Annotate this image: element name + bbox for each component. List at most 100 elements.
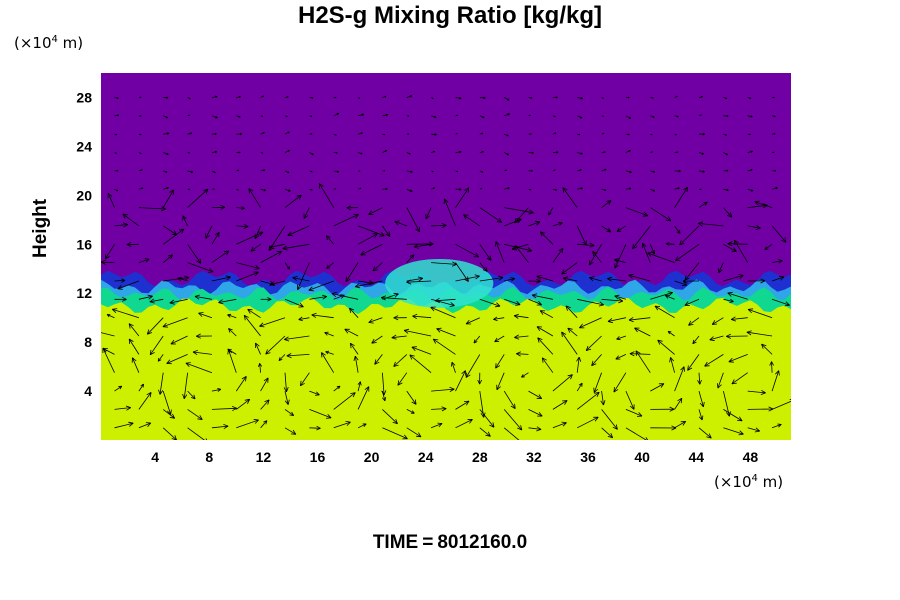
wind-vector (333, 188, 336, 190)
wind-vector (163, 115, 169, 119)
x-tick-label: 20 (364, 449, 380, 465)
wind-vector (504, 113, 510, 117)
wind-vector (255, 342, 261, 355)
wind-vector (138, 152, 142, 155)
wind-vector (479, 244, 492, 261)
wind-vector (345, 262, 359, 283)
wind-vector (333, 170, 340, 173)
wind-vector (649, 244, 656, 255)
wind-vector (269, 280, 286, 286)
wind-vector (284, 427, 297, 435)
wind-vector (455, 114, 458, 117)
wind-vector (747, 278, 766, 284)
wind-vector (211, 250, 230, 263)
wind-vector (431, 133, 437, 136)
wind-vector (425, 207, 432, 220)
wind-vector (674, 225, 681, 235)
wind-vector (747, 308, 773, 319)
wind-vector (667, 330, 675, 337)
wind-vector (772, 96, 775, 99)
wind-vector (393, 354, 408, 367)
wind-vector (236, 206, 245, 210)
wind-vector (601, 225, 612, 233)
wind-vector (236, 271, 259, 282)
wind-vector (675, 243, 700, 262)
wind-vector (747, 389, 766, 395)
wind-vector (106, 314, 115, 319)
wind-vector (576, 356, 582, 373)
wind-vector (679, 225, 700, 246)
wind-vector (235, 376, 247, 392)
wind-vector (146, 317, 164, 335)
wind-vector (600, 391, 606, 406)
wind-vector (114, 188, 119, 192)
wind-vector (479, 132, 484, 135)
wind-vector (561, 331, 578, 355)
wind-vector (406, 427, 422, 438)
x-tick-label: 16 (310, 449, 326, 465)
wind-vector (647, 252, 675, 263)
wind-vector (211, 150, 218, 154)
wind-vector (576, 391, 600, 410)
wind-vector (479, 262, 488, 272)
wind-vector (579, 317, 602, 329)
wind-vector (138, 294, 153, 300)
wind-vector (411, 346, 432, 355)
wind-vector (692, 335, 700, 345)
x-tick-label: 48 (743, 449, 759, 465)
wind-vector (650, 97, 654, 99)
wind-vector (528, 96, 533, 99)
wind-vector (258, 363, 263, 373)
wind-vector (406, 409, 415, 414)
wind-vector (479, 427, 491, 437)
wind-vector (504, 97, 510, 101)
field-plume (385, 258, 494, 308)
wind-vector (333, 96, 337, 99)
wind-vector (593, 372, 602, 393)
wind-vector (504, 187, 510, 190)
wind-vector (309, 409, 332, 419)
wind-vector (539, 231, 554, 245)
wind-vector (284, 188, 291, 192)
wind-vector (268, 225, 286, 252)
wind-vector (187, 262, 214, 273)
wind-vector (650, 151, 653, 153)
wind-vector (504, 133, 509, 137)
wind-vector (333, 151, 338, 154)
wind-vector (182, 372, 188, 400)
wind-vector (434, 297, 456, 303)
wind-vector (309, 390, 320, 396)
wind-vector (698, 132, 706, 136)
wind-vector (284, 262, 290, 270)
chart-title: H2S-g Mixing Ratio [kg/kg] (297, 2, 602, 29)
x-tick-label: 4 (151, 449, 159, 465)
wind-vector (381, 372, 387, 396)
wind-vector (513, 313, 529, 319)
wind-vector (674, 115, 679, 118)
wind-vector (138, 206, 167, 212)
wind-vector (674, 95, 678, 98)
wind-vector (101, 332, 115, 337)
wind-vector (406, 254, 415, 263)
wind-vector (451, 361, 456, 373)
wind-vector (455, 187, 462, 191)
wind-vector (162, 225, 178, 236)
wind-vector (368, 317, 383, 324)
wind-vector (698, 427, 712, 439)
wind-vector (196, 333, 212, 339)
wind-vector (163, 170, 168, 173)
wind-vector (771, 423, 782, 429)
y-tick-label: 4 (84, 383, 92, 399)
wind-vector (158, 372, 164, 395)
wind-vector (406, 279, 432, 285)
wind-vector (674, 397, 683, 410)
wind-vector (650, 291, 673, 300)
wind-vector (211, 231, 220, 245)
wind-vector (170, 335, 188, 345)
wind-vector (771, 399, 791, 410)
wind-vector (250, 243, 261, 252)
wind-vector (162, 390, 172, 415)
wind-vector (198, 312, 213, 319)
wind-vector (114, 421, 134, 429)
wind-vector (650, 188, 656, 192)
